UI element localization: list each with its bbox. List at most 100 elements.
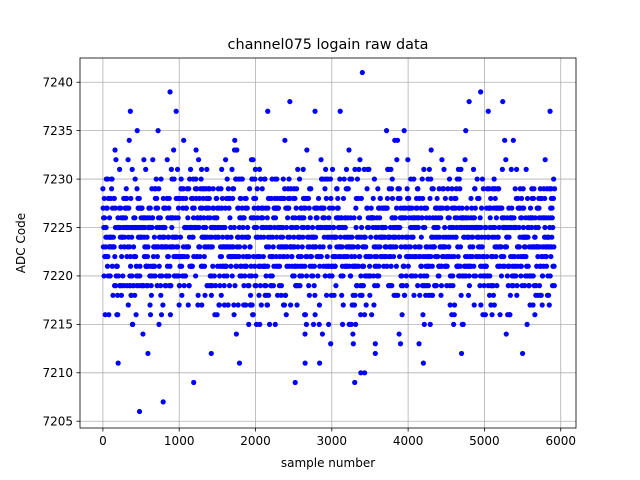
data-point: [499, 166, 505, 172]
data-point: [105, 176, 111, 182]
data-point: [482, 312, 489, 318]
data-point: [529, 224, 535, 231]
data-point: [223, 263, 229, 269]
data-point: [167, 89, 173, 95]
data-point: [487, 215, 493, 221]
data-point: [499, 205, 505, 211]
data-point: [229, 166, 235, 172]
data-point: [123, 186, 129, 192]
data-point: [453, 234, 459, 240]
data-point: [523, 166, 529, 172]
data-point: [427, 195, 433, 202]
data-point: [370, 273, 377, 279]
data-point: [110, 234, 117, 240]
data-point: [350, 341, 356, 347]
data-point: [343, 166, 350, 172]
data-point: [167, 312, 174, 318]
data-point: [162, 224, 168, 231]
data-point: [250, 157, 256, 163]
data-point: [175, 215, 181, 221]
data-point: [538, 292, 544, 298]
data-point: [389, 176, 395, 182]
data-point: [515, 195, 521, 202]
data-point: [232, 283, 238, 289]
data-point: [551, 244, 557, 250]
y-tick-label: 7215: [42, 318, 73, 332]
data-point: [531, 186, 537, 192]
data-point: [388, 263, 394, 269]
data-point: [283, 224, 290, 231]
data-point: [428, 176, 434, 182]
data-point: [113, 157, 119, 163]
data-point: [472, 273, 479, 279]
data-point: [404, 186, 410, 192]
data-point: [210, 263, 216, 269]
data-point: [302, 360, 308, 366]
data-point: [240, 224, 246, 231]
data-point: [134, 128, 140, 134]
data-point: [278, 292, 284, 298]
data-point: [355, 244, 361, 250]
data-point: [311, 283, 317, 289]
data-point: [190, 215, 197, 221]
data-point: [371, 176, 377, 182]
data-point: [445, 205, 451, 211]
data-point: [353, 321, 359, 327]
data-point: [132, 215, 138, 221]
data-point: [451, 312, 457, 318]
data-point: [469, 253, 475, 260]
data-point: [452, 205, 459, 211]
data-point: [111, 244, 117, 250]
data-point: [171, 176, 177, 182]
data-point: [518, 263, 524, 269]
data-point: [312, 292, 318, 298]
data-point: [501, 263, 508, 269]
data-point: [312, 108, 318, 114]
data-point: [106, 215, 113, 221]
data-point: [203, 224, 209, 231]
data-point: [495, 234, 501, 240]
data-point: [486, 234, 492, 240]
data-point: [333, 283, 339, 289]
data-point: [377, 215, 383, 221]
data-point: [104, 263, 111, 269]
data-point: [345, 253, 351, 260]
data-point: [435, 253, 441, 260]
data-point: [175, 244, 181, 250]
data-point: [312, 234, 319, 240]
data-point: [266, 292, 272, 298]
data-point: [193, 176, 199, 182]
data-point: [542, 224, 548, 231]
data-point: [109, 263, 115, 269]
data-point: [351, 215, 357, 221]
data-point: [201, 263, 208, 269]
data-point: [458, 292, 464, 298]
data-point: [204, 166, 210, 172]
data-point: [396, 331, 402, 337]
data-point: [243, 302, 249, 308]
data-point: [445, 186, 451, 192]
data-point: [358, 370, 364, 376]
data-point: [417, 244, 423, 250]
data-point: [496, 224, 502, 231]
data-point: [466, 283, 472, 289]
data-point: [420, 312, 426, 318]
data-point: [447, 302, 453, 308]
data-point: [112, 147, 118, 153]
data-point: [448, 195, 454, 202]
data-point: [221, 302, 228, 308]
data-point: [415, 224, 421, 231]
data-point: [357, 157, 363, 163]
data-point: [119, 253, 125, 260]
data-point: [551, 283, 557, 289]
data-point: [118, 205, 124, 211]
data-point: [507, 312, 513, 318]
data-point: [513, 273, 519, 279]
x-tick-label: 2000: [240, 434, 271, 448]
data-point: [122, 215, 129, 221]
data-point: [402, 292, 408, 298]
data-point: [132, 176, 138, 182]
data-point: [326, 215, 332, 221]
data-point: [285, 215, 291, 221]
data-point: [265, 263, 271, 269]
